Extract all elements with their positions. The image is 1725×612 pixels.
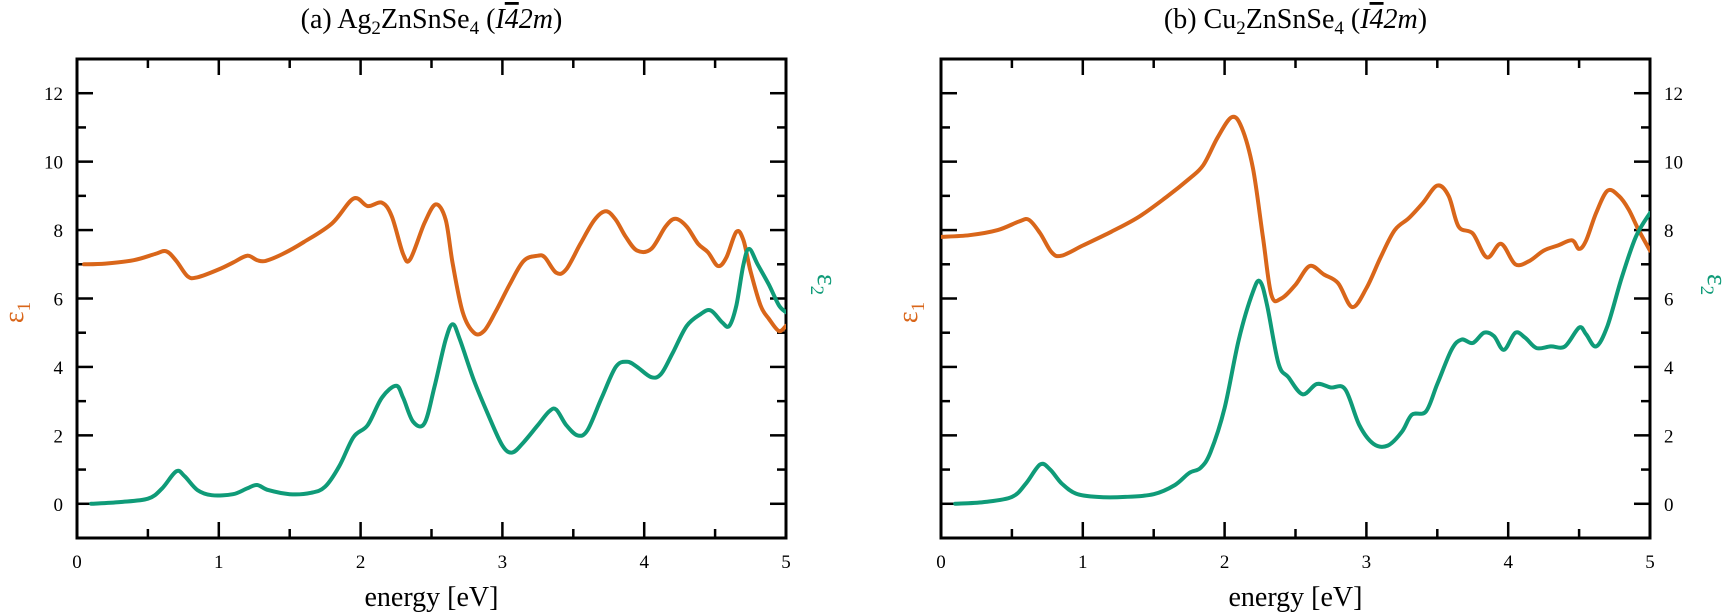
x-tick-label: 4 — [1503, 552, 1513, 573]
y-tick-label: 4 — [1664, 358, 1674, 379]
x-tick-label: 4 — [639, 552, 649, 573]
x-tick-label: 3 — [1362, 552, 1372, 573]
plot-frame — [75, 57, 788, 540]
y-axis-title-right: ε2 — [806, 274, 842, 295]
x-tick-label: 0 — [72, 552, 82, 573]
x-axis-title: energy [eV] — [1229, 582, 1363, 612]
series-line-eps2 — [953, 211, 1650, 506]
x-tick-label: 2 — [356, 552, 366, 573]
y-tick-label: 8 — [54, 221, 64, 242]
x-tick-label: 5 — [781, 552, 791, 573]
y-tick-label: 2 — [1664, 426, 1674, 447]
x-tick-label: 0 — [936, 552, 946, 573]
panel-title: (a) Ag2ZnSnSe4 (I42m) — [301, 4, 563, 39]
y-axis-title-left: ε1 — [0, 302, 35, 323]
y-tick-label: 10 — [1664, 153, 1683, 174]
y-tick-label: 2 — [54, 426, 64, 447]
y-tick-label: 12 — [1664, 84, 1683, 105]
series-line-eps1 — [941, 114, 1650, 310]
x-tick-label: 1 — [214, 552, 224, 573]
series-line-eps1 — [82, 196, 786, 337]
y-tick-label: 4 — [54, 358, 64, 379]
series-line-eps2 — [89, 246, 786, 506]
y-tick-label: 6 — [1664, 290, 1674, 311]
x-tick-label: 1 — [1078, 552, 1088, 573]
y-tick-label: 6 — [54, 290, 64, 311]
y-tick-label: 10 — [44, 153, 63, 174]
y-tick-label: 12 — [44, 84, 63, 105]
x-tick-label: 2 — [1220, 552, 1230, 573]
y-axis-title-right: ε2 — [1696, 274, 1725, 295]
y-tick-label: 0 — [54, 495, 64, 516]
x-tick-label: 5 — [1645, 552, 1655, 573]
y-axis-title-left: ε1 — [893, 302, 929, 323]
y-tick-label: 8 — [1664, 221, 1674, 242]
x-tick-label: 3 — [498, 552, 508, 573]
y-tick-label: 0 — [1664, 495, 1674, 516]
x-axis-title: energy [eV] — [365, 582, 499, 612]
panel-title: (b) Cu2ZnSnSe4 (I42m) — [1164, 4, 1427, 39]
